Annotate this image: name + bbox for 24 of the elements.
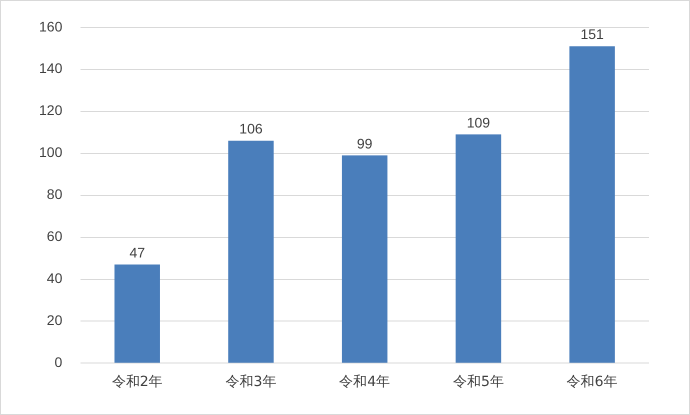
- bar: [114, 264, 160, 363]
- bar: [342, 155, 388, 363]
- data-label: 151: [580, 26, 604, 42]
- y-tick-label: 140: [39, 60, 63, 76]
- x-tick-label: 令和2年: [112, 374, 163, 390]
- bar: [569, 46, 615, 363]
- y-tick-label: 0: [54, 354, 63, 370]
- x-tick-label: 令和4年: [339, 374, 390, 390]
- y-tick-label: 120: [39, 102, 63, 118]
- y-tick-label: 80: [46, 186, 63, 202]
- data-label: 99: [356, 135, 373, 152]
- data-label: 109: [466, 114, 490, 130]
- data-label: 47: [129, 244, 146, 260]
- x-tick-label: 令和5年: [452, 374, 504, 390]
- bar: [228, 140, 274, 363]
- y-tick-label: 160: [39, 18, 63, 34]
- y-tick-label: 40: [46, 270, 63, 286]
- y-tick-label: 60: [46, 228, 63, 244]
- data-label: 106: [239, 120, 263, 137]
- y-tick-label: 20: [46, 312, 63, 328]
- bar: [456, 134, 502, 363]
- y-tick-label: 100: [39, 144, 63, 160]
- x-tick-label: 令和3年: [225, 374, 276, 390]
- x-tick-label: 令和6年: [566, 374, 618, 390]
